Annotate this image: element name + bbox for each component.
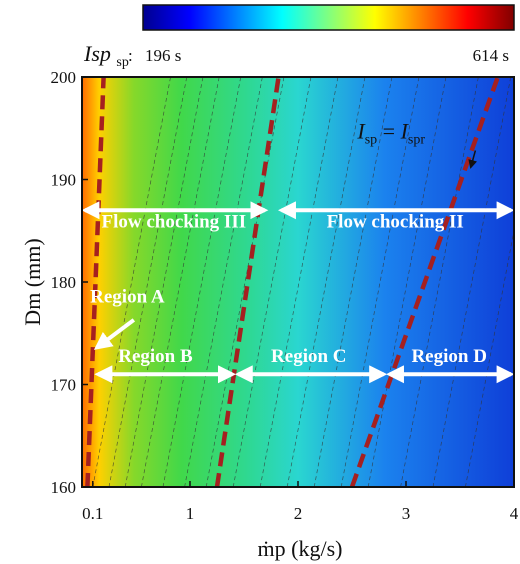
annotation-label: Region C [271, 346, 346, 367]
x-tick-label: 4 [510, 504, 519, 523]
plot-area: Flow chocking III Flow chocking II Region … [81, 76, 515, 488]
boundary-line [349, 77, 500, 487]
annotation-label: Region A [90, 287, 165, 308]
boundary-lines [85, 77, 500, 487]
colorbar-variable: Isp sp [83, 41, 129, 70]
y-tick-label: 170 [51, 376, 77, 395]
annotation-label: Flow chocking II [327, 212, 464, 233]
colorbar [142, 4, 515, 31]
colorbar-gradient [142, 4, 515, 31]
curve-label-text: Isp = Ispr [356, 119, 425, 148]
curve-label-arrow [468, 150, 478, 169]
x-tick-label: 1 [186, 504, 195, 523]
colorbar-variable-base: Isp [83, 41, 111, 66]
annotation-label: Flow chocking III [101, 212, 246, 233]
color-field [82, 77, 514, 487]
x-axis: 0.1 1 2 3 4 [82, 481, 519, 523]
y-tick-label: 180 [51, 273, 77, 292]
curve-label: Isp = Ispr [356, 119, 478, 169]
colorbar-separator: : [128, 46, 133, 65]
boundary-line [85, 77, 106, 487]
y-axis: 160 170 180 190 200 [51, 68, 88, 497]
curve-label-rhs: I [400, 119, 410, 144]
annotations: Flow chocking III Flow chocking II Region … [81, 201, 515, 384]
x-tick-label: 0.1 [82, 504, 103, 523]
x-axis-title: ṁp (kg/s) [258, 536, 343, 561]
colorbar-variable-sub: sp [116, 55, 128, 70]
x-tick-label: 2 [294, 504, 303, 523]
curve-label-rhs-sub: spr [408, 133, 425, 148]
annotation-label: Region D [411, 346, 486, 367]
colorbar-max-label: 614 s [473, 46, 509, 65]
x-tick-label: 3 [402, 504, 411, 523]
y-axis-title: Dm (mm) [20, 238, 45, 325]
y-tick-label: 190 [51, 171, 77, 190]
boundary-line [214, 77, 281, 487]
colorbar-min-label: 196 s [145, 46, 181, 65]
curve-label-equals: = [377, 119, 400, 144]
colorbar-labels: Isp sp : 196 s 614 s [83, 41, 509, 70]
y-tick-label: 160 [51, 478, 77, 497]
annotation-label: Region B [118, 346, 193, 367]
y-tick-label: 200 [51, 68, 77, 87]
curve-label-lhs-sub: sp [365, 133, 377, 148]
curve-label-lhs: I [356, 119, 366, 144]
annotation-pointer [93, 318, 136, 350]
